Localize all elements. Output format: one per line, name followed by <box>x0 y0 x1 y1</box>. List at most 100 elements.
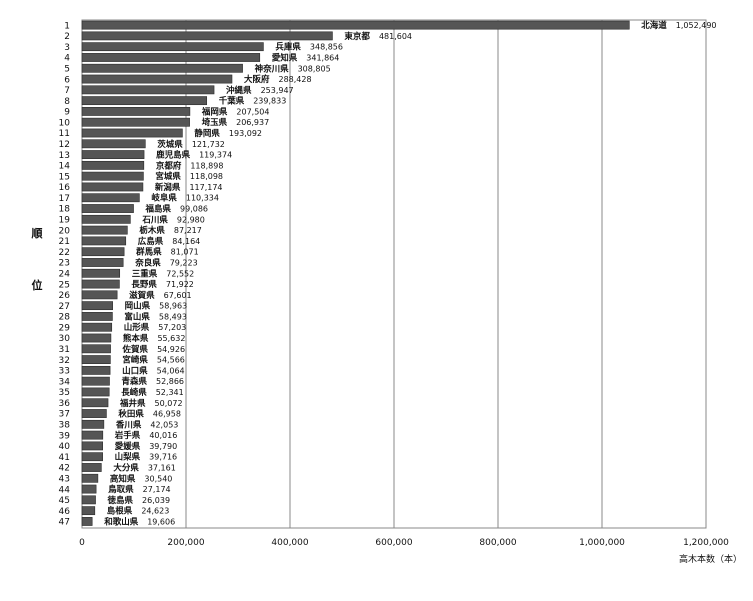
bar <box>81 182 144 192</box>
bar-category-label: 新潟県 <box>155 182 181 193</box>
bar-value-label: 481,604 <box>379 32 412 41</box>
bar <box>81 42 264 52</box>
bar-value-label: 54,926 <box>157 345 185 354</box>
rank-label: 1 <box>64 21 70 31</box>
rank-label: 20 <box>59 226 71 236</box>
bar <box>81 376 110 386</box>
bar-category-label: 山形県 <box>124 322 150 333</box>
bar-category-label: 岩手県 <box>114 430 141 441</box>
bar-category-label: 熊本県 <box>123 333 149 344</box>
rank-label: 25 <box>59 280 70 290</box>
bar-category-label: 沖縄県 <box>226 85 252 96</box>
rank-label: 44 <box>59 485 71 495</box>
bar-value-label: 40,016 <box>149 431 177 440</box>
bar <box>81 225 128 235</box>
x-tick-label: 800,000 <box>479 538 516 548</box>
bar-category-label: 長崎県 <box>121 387 147 398</box>
rank-label: 27 <box>59 302 70 312</box>
bar <box>81 31 333 41</box>
bar <box>81 128 183 138</box>
rank-label: 12 <box>59 140 70 150</box>
x-tick-label: 1,000,000 <box>579 538 625 548</box>
rank-label: 5 <box>64 64 70 74</box>
bar-value-label: 24,623 <box>141 507 169 516</box>
bar-value-label: 58,963 <box>159 302 187 311</box>
bar-value-label: 42,053 <box>150 420 178 429</box>
bar-value-label: 27,174 <box>143 485 171 494</box>
bar-category-label: 群馬県 <box>135 247 162 258</box>
bar <box>81 365 111 375</box>
bar-category-label: 三重県 <box>132 268 158 279</box>
bar-category-label: 埼玉県 <box>202 117 228 128</box>
rank-label: 9 <box>64 108 70 118</box>
bar <box>81 85 215 95</box>
bar-value-label: 119,374 <box>199 151 232 160</box>
bar-value-label: 19,606 <box>147 517 175 526</box>
bar-category-label: 福島県 <box>145 204 172 215</box>
rank-label: 34 <box>59 377 71 387</box>
bar-value-label: 308,805 <box>298 64 331 73</box>
rank-label: 14 <box>59 162 71 172</box>
rank-label: 19 <box>59 216 71 226</box>
x-tick-label: 200,000 <box>167 538 204 548</box>
bar <box>81 312 113 321</box>
rank-label: 47 <box>59 518 70 528</box>
bar-category-label: 神奈川県 <box>255 63 290 74</box>
bar <box>81 279 120 289</box>
bar-value-label: 39,790 <box>149 442 177 451</box>
bar-value-label: 81,071 <box>171 248 199 257</box>
bar-category-label: 千葉県 <box>219 96 245 107</box>
bar-category-label: 福岡県 <box>201 106 228 117</box>
bar-value-label: 239,833 <box>253 97 286 106</box>
bar-value-label: 58,493 <box>159 312 187 321</box>
bar <box>81 74 233 84</box>
rank-label: 31 <box>59 345 70 355</box>
bar-value-label: 92,980 <box>177 215 205 224</box>
bar <box>81 107 191 116</box>
bar-value-label: 87,217 <box>174 226 202 235</box>
rank-label: 13 <box>59 151 70 161</box>
bar-value-label: 121,732 <box>192 140 225 149</box>
rank-label: 40 <box>59 442 71 452</box>
rank-label: 37 <box>59 410 70 420</box>
bar <box>81 258 124 267</box>
rank-label: 45 <box>59 496 70 506</box>
rank-label: 28 <box>59 313 71 323</box>
bar <box>81 301 113 311</box>
bar <box>81 495 96 505</box>
bar-value-label: 110,334 <box>186 194 219 203</box>
bar-category-label: 宮城県 <box>155 171 181 182</box>
rank-label: 2 <box>64 32 70 42</box>
bar <box>81 333 112 343</box>
x-tick-label: 400,000 <box>271 538 308 548</box>
rank-label: 38 <box>59 421 71 431</box>
bar-category-label: 長野県 <box>131 279 157 290</box>
y-axis-title-char: 位 <box>32 278 43 292</box>
bar-value-label: 1,052,490 <box>676 21 717 30</box>
bar <box>81 398 109 408</box>
rank-label: 23 <box>59 259 70 269</box>
bar-category-label: 栃木県 <box>139 225 165 236</box>
rank-label: 26 <box>59 291 71 301</box>
bar <box>81 204 134 213</box>
rank-label: 15 <box>59 172 70 182</box>
bar-value-label: 206,937 <box>236 118 269 127</box>
bar-value-label: 52,341 <box>156 388 184 397</box>
rank-label: 46 <box>59 507 71 517</box>
x-axis-title: 高木本数（本） <box>679 553 742 565</box>
bar-value-label: 341,864 <box>306 53 339 62</box>
bar <box>81 63 243 73</box>
x-tick-label: 600,000 <box>375 538 412 548</box>
rank-label: 36 <box>59 399 71 409</box>
bar-category-label: 大分県 <box>113 462 139 473</box>
bar-category-label: 広島県 <box>138 236 164 247</box>
bar <box>81 171 144 181</box>
bar <box>81 484 97 494</box>
bar <box>81 344 111 354</box>
bar-category-label: 大阪府 <box>244 74 270 85</box>
bar-category-label: 北海道 <box>641 20 667 31</box>
bar <box>81 355 111 364</box>
bar <box>81 117 190 127</box>
